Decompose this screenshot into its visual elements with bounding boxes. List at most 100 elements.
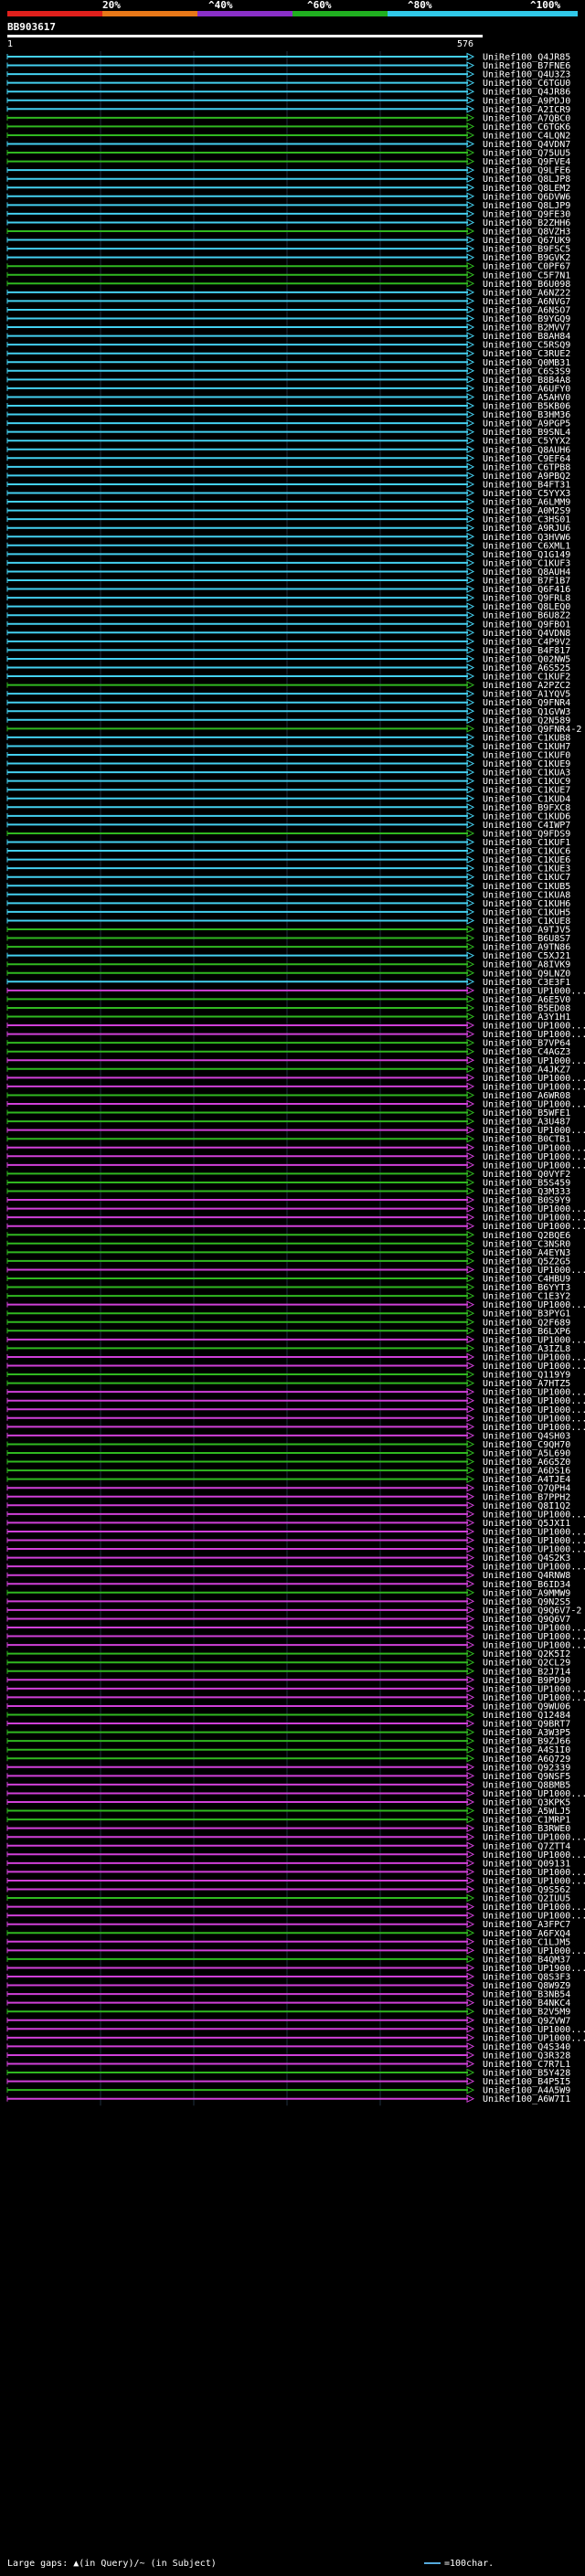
hit-label: UniRef100_Q9FBO1 [483,620,570,630]
hit-end-arrow [466,497,475,506]
hit-end-arrow [466,1143,475,1152]
hit-label: UniRef100_Q9LNZ0 [483,969,570,979]
hit-end-arrow [466,192,475,201]
hit-end-arrow [466,1230,475,1239]
hit-end-arrow [466,1780,475,1789]
hit-end-arrow [466,1030,475,1038]
hit-end-arrow [466,244,475,253]
hit-end-arrow [466,1989,475,1998]
hit-end-arrow [466,1937,475,1946]
hit-end-arrow [466,1745,475,1754]
hit-end-arrow [466,1623,475,1632]
hit-label: UniRef100_Q4JR86 [483,88,570,98]
hit-label: UniRef100_A5AHV0 [483,393,570,403]
hit-end-arrow [466,1387,475,1396]
hit-end-arrow [466,1370,475,1379]
hit-end-arrow [466,1414,475,1423]
hit-end-arrow [466,1134,475,1143]
hit-end-arrow [466,384,475,393]
hit-end-arrow [466,1423,475,1431]
hit-label: UniRef100_UP1000... [483,1850,585,1860]
hit-end-arrow [466,716,475,725]
hit-end-arrow [466,1195,475,1204]
hit-end-arrow [466,1832,475,1841]
hit-label: UniRef100_Q9NSF5 [483,1772,570,1782]
hit-label: UniRef100_C3HS01 [483,515,570,525]
hit-end-arrow [466,1824,475,1832]
hit-label: UniRef100_Q4S2K3 [483,1553,570,1564]
hit-end-arrow [466,1649,475,1658]
hit-end-arrow [466,1667,475,1676]
hit-label: UniRef100_UP1000... [483,1632,585,1642]
hit-label: UniRef100_UP1000... [483,1161,585,1171]
hit-end-arrow [466,1021,475,1030]
hit-end-arrow [466,1440,475,1448]
hit-label: UniRef100_C4LQN2 [483,131,570,141]
hit-label: UniRef100_A2PZC2 [483,681,570,691]
hit-label: UniRef100_B8B4A8 [483,376,570,386]
scale-label-40: ^40% [208,0,233,11]
hit-label: UniRef100_Q8S3F3 [483,1973,570,1983]
hit-label: UniRef100_UP1000... [483,1222,585,1232]
hit-label: UniRef100_C5F7N1 [483,270,570,281]
hit-label: UniRef100_A6E5V0 [483,995,570,1005]
hit-label: UniRef100_C1KUF0 [483,751,570,761]
hit-label: UniRef100_Q8W9Z9 [483,1981,570,1991]
hit-label: UniRef100_A9TJV5 [483,926,570,936]
hit-end-arrow [466,1405,475,1414]
hit-label: UniRef100_C1KUH5 [483,907,570,917]
hit-end-arrow [466,1266,475,1274]
hit-label: UniRef100_UP1000... [483,1300,585,1310]
hit-label: UniRef100_UP1000... [483,1536,585,1546]
hit-end-arrow [466,410,475,419]
hit-label: UniRef100_B6U8Z2 [483,611,570,621]
hit-end-arrow [466,1859,475,1868]
scale-segment-80 [292,11,388,16]
hit-end-arrow [466,1500,475,1510]
hit-label: UniRef100_UP1000... [483,1545,585,1555]
hit-end-arrow [466,576,475,585]
hit-label: UniRef100_A6NSO7 [483,305,570,315]
hit-label: UniRef100_A6NZ22 [483,288,570,298]
hit-end-arrow [466,323,475,332]
hit-end-arrow [466,1868,475,1876]
hit-label: UniRef100_B6LXP6 [483,1327,570,1337]
hit-end-arrow [466,541,475,550]
hit-label: UniRef100_B5Y428 [483,2069,570,2079]
hit-label: UniRef100_UP1000... [483,1082,585,1092]
hit-end-arrow [466,585,475,593]
hit-end-arrow [466,1536,475,1544]
hit-label: UniRef100_A4TJE4 [483,1475,570,1485]
scale-segment-60 [197,11,292,16]
hit-label: UniRef100_UP1000... [483,1903,585,1913]
hit-label: UniRef100_Q2F689 [483,1318,570,1328]
query-bar [7,35,483,37]
hit-label: UniRef100_Q8LJP8 [483,175,570,185]
hit-label: UniRef100_B6U098 [483,280,570,290]
hit-end-arrow [466,1047,475,1056]
hit-label: UniRef100_UP1000... [483,1388,585,1398]
alignment-plot: UniRef100_Q4JR85UniRef100_B7FNE6UniRef10… [6,51,585,2106]
hit-end-arrow [466,977,475,986]
hit-end-arrow [466,1789,475,1797]
hit-label: UniRef100_Q4RNW8 [483,1571,570,1581]
hit-end-arrow [466,1291,475,1300]
hit-end-arrow [466,1091,475,1099]
hit-end-arrow [466,79,475,87]
hit-end-arrow [466,279,475,288]
hit-end-arrow [466,1579,475,1588]
hit-label: UniRef100_B6YYT3 [483,1283,570,1293]
hit-label: UniRef100_UP1000... [483,1143,585,1153]
hit-label: UniRef100_B6U8S7 [483,934,570,944]
hit-label: UniRef100_B7VP64 [483,1039,570,1049]
hit-label: UniRef100_C1KUB8 [483,733,570,743]
hit-end-arrow [466,689,475,698]
hit-end-arrow [466,113,475,122]
hit-label: UniRef100_C1KUE6 [483,855,570,865]
hit-label: UniRef100_C1KUE3 [483,864,570,875]
hit-end-arrow [466,175,475,184]
hit-label: UniRef100_Q9WU06 [483,1701,570,1712]
hit-end-arrow [466,1038,475,1047]
hit-label: UniRef100_Q8AUH4 [483,567,570,578]
hit-label: UniRef100_B7FNE6 [483,61,570,71]
